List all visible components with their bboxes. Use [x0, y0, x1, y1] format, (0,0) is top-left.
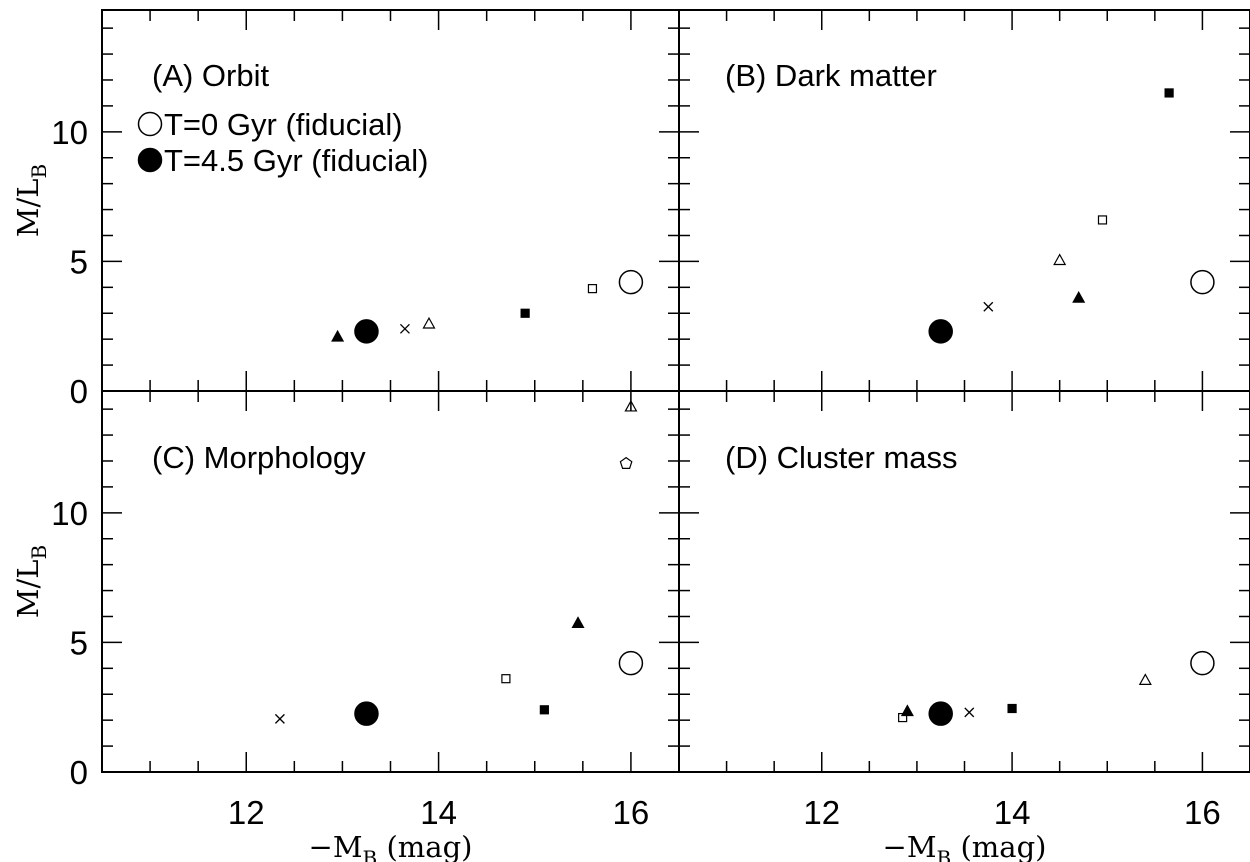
data-point-filled-triangle	[331, 329, 345, 342]
panel-a: 0 5 10M/LB (A) Orbit T=0 Gyr (fiducial)T=4.5…	[11, 9, 680, 410]
y-tick-label: 5	[70, 243, 88, 280]
data-point-filled-circle-large	[928, 319, 953, 344]
cross-stroke	[983, 301, 994, 312]
x-tick-label: 14	[994, 794, 1031, 831]
data-point-filled-circle-large	[354, 319, 379, 344]
data-point-open-triangle	[1138, 673, 1152, 685]
panel-title: (D) Cluster mass	[725, 440, 958, 475]
cross-stroke	[399, 323, 410, 334]
panel-title: (A) Orbit	[152, 58, 270, 93]
data-point-open-circle-large	[618, 269, 644, 295]
data-point-open-circle-large	[1190, 269, 1215, 295]
data-point-cross	[983, 301, 994, 312]
data-point-filled-square	[1007, 703, 1017, 714]
legend-label: T=4.5 Gyr (fiducial)	[164, 143, 428, 178]
panel-title: (C) Morphology	[152, 440, 366, 475]
panel-c: 0 5 10M/LB 12 14 16 −MB (mag) (C) Morphology	[11, 390, 680, 862]
legend-open-circle-marker	[137, 111, 163, 137]
data-point-open-pentagon	[619, 456, 633, 469]
data-point-filled-triangle	[1072, 290, 1086, 303]
data-point-open-triangle	[422, 316, 436, 329]
data-point-filled-circle-large	[928, 701, 953, 726]
data-point-open-triangle-with-arrow	[624, 399, 638, 412]
data-point-filled-square	[520, 308, 530, 318]
cross-stroke	[274, 713, 285, 724]
x-tick-label: 12	[228, 794, 265, 831]
panel-d: 12 14 16 −MB (mag) (D) Cluster mass	[678, 390, 1250, 862]
panel-title: (B) Dark matter	[725, 58, 937, 93]
data-point-filled-triangle	[900, 704, 914, 717]
data-point-open-square	[501, 674, 511, 684]
x-tick-label: 16	[1184, 794, 1221, 831]
y-axis-label: M/LB	[11, 545, 51, 618]
data-point-open-triangle	[1053, 253, 1067, 266]
y-axis-label: M/LB	[11, 164, 51, 237]
legend-filled-circle-marker	[137, 147, 163, 173]
data-point-cross	[274, 713, 285, 724]
y-tick-label: 10	[51, 495, 88, 532]
x-tick-label: 16	[613, 794, 650, 831]
data-point-open-square	[587, 284, 598, 294]
data-point-open-square	[1097, 215, 1108, 225]
y-tick-label: 10	[51, 114, 88, 151]
panel-b: (B) Dark matter	[678, 9, 1250, 392]
data-point-filled-square	[1164, 88, 1174, 98]
cross-stroke	[964, 707, 975, 718]
data-point-filled-square	[539, 705, 549, 715]
y-tick-label: 0	[70, 373, 88, 410]
data-point-open-circle-large	[1190, 650, 1215, 676]
x-tick-label: 12	[803, 794, 840, 831]
data-point-filled-circle-large	[354, 701, 379, 726]
legend-label: T=0 Gyr (fiducial)	[164, 107, 403, 142]
y-tick-label: 0	[70, 754, 88, 791]
data-point-open-circle-large	[618, 650, 644, 676]
x-axis-label: −MB (mag)	[883, 830, 1047, 862]
x-tick-label: 14	[420, 794, 457, 831]
data-point-cross	[964, 707, 975, 718]
data-point-cross	[399, 323, 410, 334]
y-tick-label: 5	[70, 624, 88, 661]
legend: T=0 Gyr (fiducial)T=4.5 Gyr (fiducial)	[137, 107, 428, 178]
data-point-filled-triangle	[571, 616, 585, 628]
x-axis-label: −MB (mag)	[309, 830, 473, 862]
